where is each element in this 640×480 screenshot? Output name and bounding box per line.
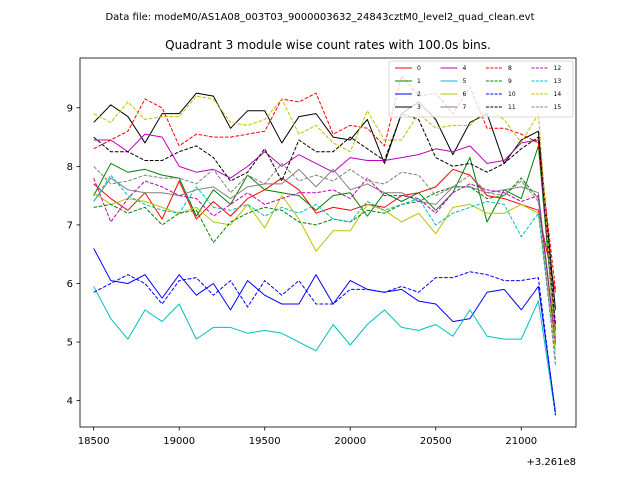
legend-label-15: 15 bbox=[554, 104, 562, 111]
legend-label-8: 8 bbox=[508, 65, 512, 72]
legend-label-5: 5 bbox=[463, 78, 467, 85]
legend-label-4: 4 bbox=[463, 65, 467, 72]
legend-label-0: 0 bbox=[417, 65, 421, 72]
series-line-15 bbox=[93, 162, 556, 366]
legend-label-6: 6 bbox=[463, 91, 467, 98]
legend-label-2: 2 bbox=[417, 91, 421, 98]
x-tick-label: 18500 bbox=[78, 436, 110, 447]
chart-title: Quadrant 3 module wise count rates with … bbox=[165, 38, 491, 52]
legend-label-7: 7 bbox=[463, 104, 467, 111]
y-tick-label: 9 bbox=[67, 103, 73, 114]
series-line-5 bbox=[93, 286, 556, 416]
series-line-0 bbox=[93, 168, 556, 293]
series-line-10 bbox=[93, 271, 556, 416]
series-line-2 bbox=[93, 248, 556, 413]
y-tick-label: 6 bbox=[67, 279, 73, 290]
legend-label-14: 14 bbox=[554, 91, 562, 98]
y-tick-label: 8 bbox=[67, 162, 73, 173]
legend-label-9: 9 bbox=[508, 78, 512, 85]
legend-label-13: 13 bbox=[554, 78, 562, 85]
series-line-13 bbox=[93, 174, 556, 360]
legend-label-1: 1 bbox=[417, 78, 421, 85]
legend-label-10: 10 bbox=[508, 91, 516, 98]
axis-ticks: 18500 19000 19500 20000 20500 21000 4 5 6 7 8 9 bbox=[67, 103, 538, 447]
legend-label-3: 3 bbox=[417, 104, 421, 111]
x-tick-label: 21000 bbox=[505, 436, 537, 447]
y-tick-label: 4 bbox=[67, 396, 73, 407]
legend-label-11: 11 bbox=[508, 104, 516, 111]
legend-box bbox=[388, 60, 574, 118]
y-tick-label: 7 bbox=[67, 220, 73, 231]
series-line-9 bbox=[93, 177, 556, 343]
x-tick-label: 20000 bbox=[334, 436, 366, 447]
series-line-3 bbox=[93, 92, 556, 310]
x-offset-label: +3.261e8 bbox=[526, 457, 576, 468]
series-line-4 bbox=[93, 133, 556, 331]
series-line-7 bbox=[93, 168, 556, 343]
x-tick-label: 20500 bbox=[420, 436, 452, 447]
x-tick-label: 19500 bbox=[249, 436, 281, 447]
series-line-12 bbox=[93, 177, 556, 346]
figure-suptitle: Data file: modeM0/AS1A08_003T03_90000036… bbox=[105, 12, 534, 23]
x-tick-label: 19000 bbox=[163, 436, 195, 447]
series-line-11 bbox=[93, 113, 556, 325]
y-tick-label: 5 bbox=[67, 338, 73, 349]
axes-frame bbox=[79, 57, 577, 428]
series-line-6 bbox=[93, 192, 556, 351]
legend-label-12: 12 bbox=[554, 65, 562, 72]
